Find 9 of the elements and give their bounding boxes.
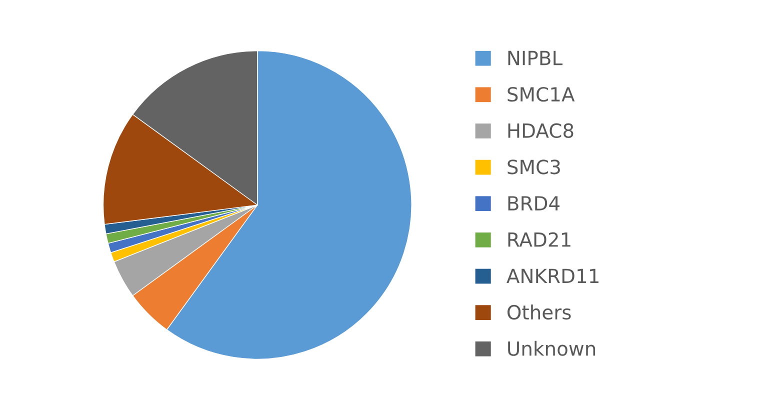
legend-label: SMC3 bbox=[508, 160, 560, 174]
legend-label: NIPBL bbox=[508, 50, 562, 66]
legend-label: ANKRD11 bbox=[506, 268, 598, 284]
legend-label: Others bbox=[508, 304, 571, 320]
legend-label: Unknown bbox=[508, 340, 596, 356]
legend-label: BRD4 bbox=[508, 196, 560, 210]
legend-label: HDAC8 bbox=[508, 123, 574, 138]
legend-label: RAD21 bbox=[508, 232, 570, 247]
legend-label: SMC1A bbox=[508, 86, 575, 102]
